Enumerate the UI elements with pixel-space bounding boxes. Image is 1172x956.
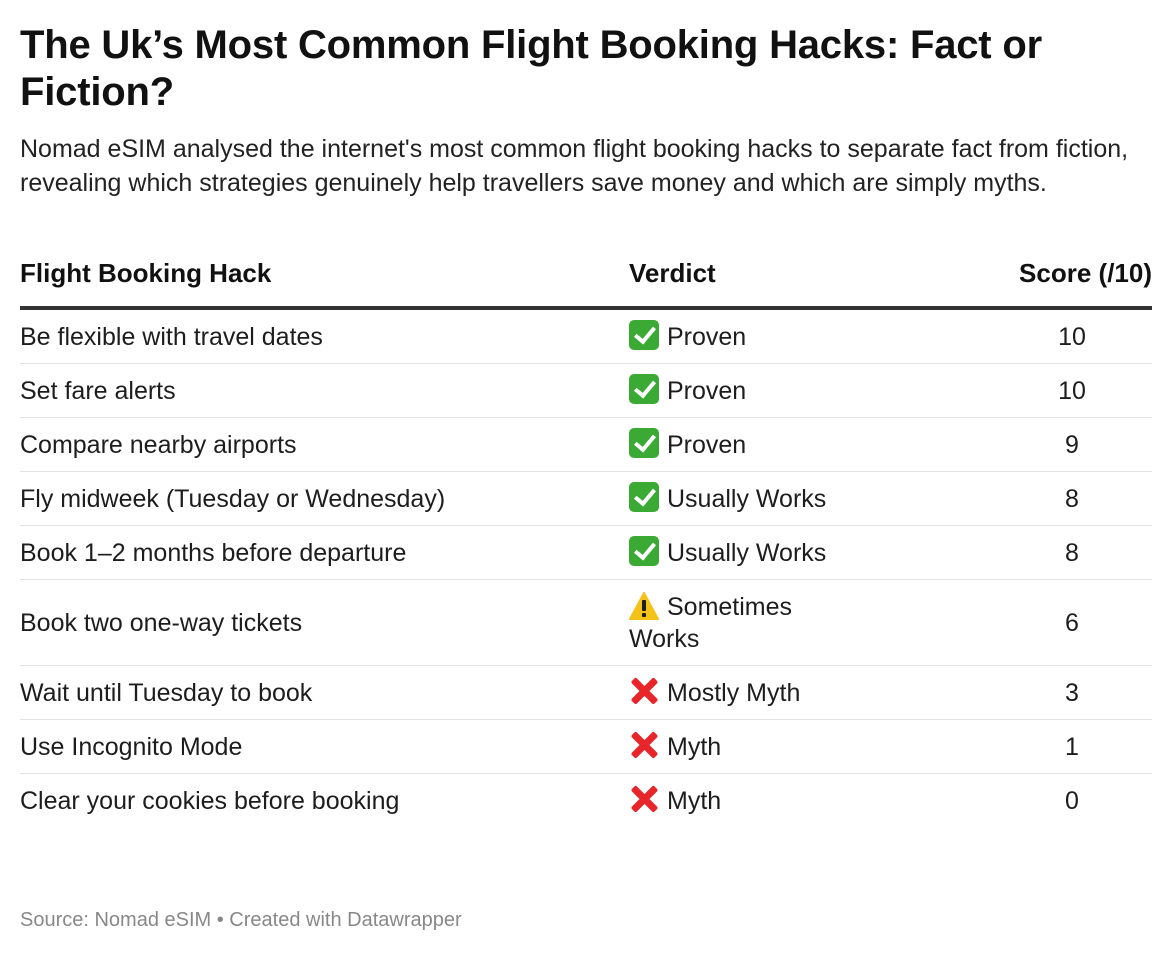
cell-verdict: Proven [629,308,892,364]
cross-mark-icon [629,676,659,706]
table-row: Be flexible with travel dates Proven 10 [20,308,1152,364]
cell-verdict: Usually Works [629,471,892,526]
hacks-table: Flight Booking Hack Verdict Score (/10) … [20,253,1152,827]
check-mark-icon [629,374,659,404]
cell-verdict: Sometimes Works [629,579,892,666]
cell-verdict: Myth [629,774,892,828]
table-row: Clear your cookies before booking Myth 0 [20,774,1152,828]
chart-subtitle: Nomad eSIM analysed the internet's most … [20,135,1129,197]
verdict-label: Proven [667,431,747,459]
chart-title: The Uk’s Most Common Flight Booking Hack… [20,23,1042,114]
column-header-score: Score (/10) [892,253,1152,310]
cell-score: 8 [892,471,1152,526]
source-note: Source: Nomad eSIM • Created with Datawr… [20,909,462,931]
check-mark-icon [629,428,659,458]
column-header-verdict: Verdict [629,253,892,310]
check-mark-icon [629,536,659,566]
check-mark-icon [629,320,659,350]
chart-container: The Uk’s Most Common Flight Booking Hack… [0,0,1172,827]
header-row: Flight Booking Hack Verdict Score (/10) [20,253,1152,310]
verdict-label: Mostly Myth [667,679,801,707]
table-row: Wait until Tuesday to book Mostly Myth 3 [20,665,1152,720]
cell-score: 10 [892,308,1152,364]
cell-hack: Be flexible with travel dates [20,308,629,364]
cell-hack: Book 1–2 months before departure [20,525,629,580]
cell-verdict: Myth [629,719,892,774]
cell-hack: Set fare alerts [20,363,629,418]
table-row: Book 1–2 months before departure Usually … [20,525,1152,580]
cell-score: 0 [1065,786,1079,815]
cell-score: 6 [892,579,1152,666]
cell-hack: Use Incognito Mode [20,719,629,774]
cell-score: 1 [892,719,1152,774]
table-row: Set fare alerts Proven 10 [20,363,1152,418]
table-body: Be flexible with travel dates Proven 10 Set… [20,308,1152,827]
verdict-label: Sometimes Works [629,592,793,653]
cell-verdict: Usually Works [629,525,892,580]
cell-verdict: Mostly Myth [629,665,892,720]
table-row: Fly midweek (Tuesday or Wednesday) Usuall… [20,471,1152,526]
cell-score: 8 [892,525,1152,580]
table-row: Compare nearby airports Proven 9 [20,417,1152,472]
cell-hack: Compare nearby airports [20,417,629,472]
cell-score: 3 [892,665,1152,720]
cell-verdict: Proven [629,363,892,418]
cell-hack: Wait until Tuesday to book [20,665,629,720]
cell-score: 10 [892,363,1152,418]
cell-hack: Clear your cookies before booking [20,786,400,815]
verdict-label: Myth [667,733,722,761]
warning-icon [629,591,659,620]
cell-verdict: Proven [629,417,892,472]
check-mark-icon [629,482,659,512]
cross-mark-icon [629,730,659,760]
verdict-label: Usually Works [667,485,827,513]
verdict-label: Myth [667,787,722,815]
column-header-hack: Flight Booking Hack [20,253,629,310]
cell-score: 9 [892,417,1152,472]
cross-mark-icon [629,784,659,814]
table-row: Book two one-way tickets Sometimes Works 6 [20,579,1152,666]
verdict-label: Proven [667,377,747,405]
verdict-label: Proven [667,323,747,351]
cell-hack: Fly midweek (Tuesday or Wednesday) [20,471,629,526]
table-row: Use Incognito Mode Myth 1 [20,719,1152,774]
cell-hack: Book two one-way tickets [20,579,629,666]
verdict-label: Usually Works [667,539,827,567]
table-header: Flight Booking Hack Verdict Score (/10) [20,253,1152,310]
